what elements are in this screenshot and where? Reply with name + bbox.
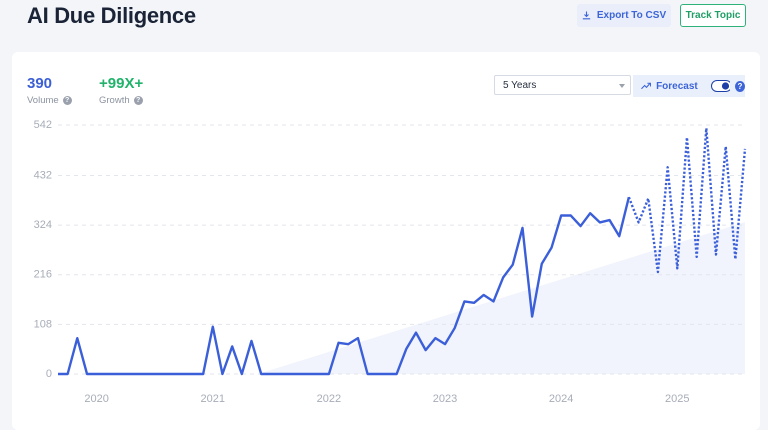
- x-tick-label: 2025: [665, 393, 689, 405]
- y-tick-label: 542: [34, 119, 52, 131]
- track-button[interactable]: Track Topic: [680, 4, 746, 27]
- help-icon[interactable]: ?: [62, 96, 72, 105]
- download-icon: [582, 11, 591, 20]
- page-title: AI Due Diligence: [27, 3, 196, 28]
- growth-text: Growth: [99, 95, 130, 106]
- x-tick-label: 2020: [84, 393, 108, 405]
- trend-area: [258, 222, 745, 374]
- caret: [619, 84, 625, 88]
- forecast-label: Forecast: [656, 80, 698, 92]
- growth-label: Growth?: [99, 95, 143, 106]
- x-tick-label: 2024: [549, 393, 573, 405]
- help-icon[interactable]: ?: [734, 80, 746, 92]
- y-tick-label: 216: [34, 269, 52, 281]
- x-tick-label: 2023: [433, 393, 457, 405]
- y-tick-label: 324: [34, 219, 52, 231]
- x-tick-label: 2022: [317, 393, 341, 405]
- chart-card: [12, 52, 760, 430]
- range-label: 5 Years: [503, 79, 537, 91]
- y-tick-label: 0: [46, 368, 52, 380]
- export-button[interactable]: Export To CSV: [577, 4, 671, 27]
- volume-label: Volume?: [27, 95, 72, 106]
- data-line: [58, 196, 631, 376]
- toggle-switch[interactable]: [710, 80, 730, 92]
- y-tick-label: 108: [34, 318, 52, 330]
- trend-icon: [641, 82, 652, 90]
- forecast-toggle[interactable]: Forecast ?: [633, 75, 746, 97]
- range-select[interactable]: 5 Years: [494, 75, 631, 95]
- volume-value: 390: [27, 75, 53, 92]
- growth-value: +99X+: [99, 75, 144, 92]
- export-label: Export To CSV: [596, 10, 667, 21]
- x-tick-label: 2021: [201, 393, 225, 405]
- y-tick-label: 432: [34, 169, 52, 181]
- volume-text: Volume: [27, 95, 59, 106]
- help-icon[interactable]: ?: [133, 96, 143, 105]
